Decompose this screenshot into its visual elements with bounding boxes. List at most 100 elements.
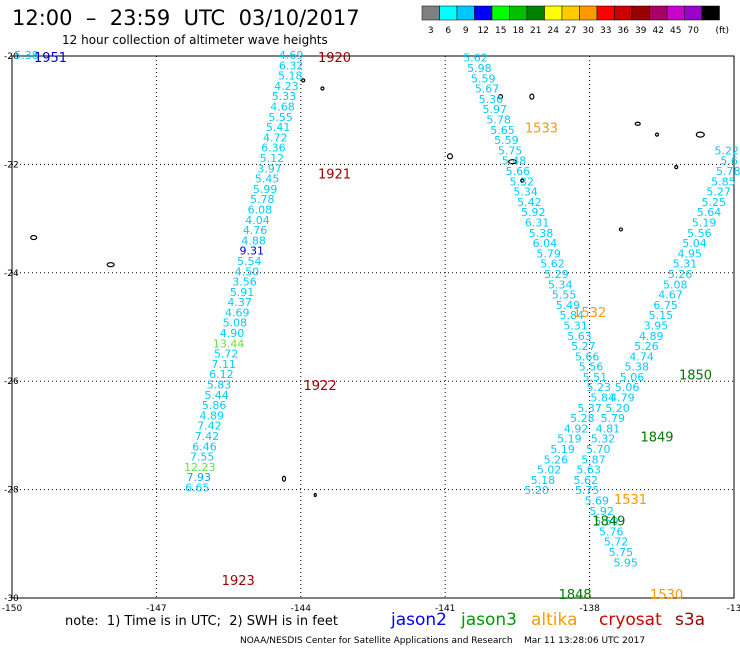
wave-height-value: 5.72	[214, 348, 239, 361]
wave-height-value: 4.89	[200, 409, 225, 422]
longitude-tick-label: -141	[435, 604, 455, 614]
wave-height-value: 5.38	[14, 49, 39, 62]
wave-height-value: 5.04	[682, 237, 707, 250]
wave-height-value: 5.62	[540, 258, 565, 271]
island-outline	[529, 93, 535, 100]
longitude-tick-label: -147	[146, 604, 166, 614]
pass-time-label: 1530	[650, 588, 683, 603]
altimeter-map-plot: -150 -147 -144 -141 -138 -13 -20 -22 -24 -26 -28 -3…	[2, 49, 740, 614]
longitude-tick-label: -13	[727, 604, 740, 614]
wave-height-colorbar: 3 6 9 12 15 18 21 24 27 30 33 36 39 42 45 70 (ft)	[421, 5, 730, 36]
colorbar-tick-label: 18	[513, 26, 525, 36]
longitude-tick-label: -144	[291, 604, 312, 614]
wave-height-value: 3.95	[644, 319, 669, 332]
wave-height-value: 5.70	[586, 443, 611, 456]
colorbar-tick-label: 9	[463, 26, 469, 36]
wave-height-value: 5.38	[625, 361, 650, 374]
wave-height-value: 6.12	[209, 368, 234, 381]
island-outline	[618, 227, 623, 232]
wave-height-value: 6.65	[185, 482, 210, 495]
colorbar-tick-label: 45	[670, 26, 681, 36]
wave-height-value: 5.97	[483, 103, 508, 116]
wave-height-value: 3.56	[232, 276, 257, 289]
wave-height-value: 4.88	[241, 234, 266, 247]
pass-time-label: 1850	[679, 368, 712, 383]
wave-height-value: 5.78	[250, 193, 275, 206]
wave-height-value: 7.11	[212, 358, 237, 371]
wave-height-value: 4.04	[245, 214, 270, 227]
colorbar-tick-label: 15	[495, 26, 506, 36]
wave-height-value: 5.75	[609, 546, 634, 559]
wave-height-value: 3.97	[257, 162, 282, 175]
wave-height-value: 5.44	[204, 389, 229, 402]
wave-height-value: 5.75	[575, 484, 600, 497]
wave-height-value: 6.46	[192, 440, 217, 453]
mission-label-altika: altika	[531, 610, 578, 630]
wave-height-value: 5.49	[556, 299, 581, 312]
island-outline	[281, 475, 287, 482]
island-outline	[654, 132, 660, 137]
wave-height-value: 4.76	[243, 224, 268, 237]
wave-height-value: 5.18	[531, 474, 556, 487]
pass-time-label: 1849	[640, 431, 673, 446]
wave-height-value: 5.32	[591, 433, 616, 446]
wave-height-value: 5.33	[272, 90, 297, 103]
colorbar-swatch	[701, 5, 720, 21]
wave-height-value: 5.31	[563, 319, 588, 332]
wave-height-value: 5.19	[557, 433, 582, 446]
mission-label-jason2: jason2	[391, 610, 447, 630]
longitude-tick-label: -150	[2, 604, 23, 614]
wave-height-value: 5.84	[560, 309, 585, 322]
wave-height-value: 5.45	[255, 173, 280, 186]
wave-height-value: 5.26	[544, 453, 569, 466]
latitude-tick-label: -26	[4, 377, 19, 387]
wave-height-value: 5.54	[237, 255, 262, 268]
wave-height-value: 5.66	[506, 165, 531, 178]
mission-label-s3a: s3a	[675, 610, 706, 630]
wave-height-value: 5.08	[223, 317, 248, 330]
wave-height-value: 6.75	[653, 299, 678, 312]
wave-height-value: 5.28	[570, 412, 595, 425]
wave-height-value: 5.18	[278, 70, 303, 83]
wave-height-value: 4.69	[225, 306, 250, 319]
wave-height-value: 5.20	[605, 402, 630, 415]
mission-label-cryosat: cryosat	[599, 610, 662, 630]
island-outline	[497, 94, 504, 100]
latitude-tick-label: -30	[4, 594, 19, 604]
wave-height-value: 4.68	[270, 100, 295, 113]
wave-height-value: 4.92	[564, 422, 589, 435]
wave-height-value: 4.72	[263, 131, 288, 144]
wave-height-value: 5.08	[663, 278, 688, 291]
wave-height-value: 4.74	[629, 350, 654, 363]
wave-height-value: 5.22	[715, 144, 740, 157]
colorbar-unit-label: (ft)	[716, 26, 730, 36]
colorbar-tick-label: 42	[653, 26, 664, 36]
wave-height-value: 4.81	[596, 422, 621, 435]
wave-height-value: 6.36	[261, 142, 286, 155]
island-outline	[301, 78, 306, 83]
wave-height-value: 4.89	[639, 330, 664, 343]
wave-height-value: 5.23	[586, 381, 611, 394]
wave-height-value: 5.55	[552, 289, 577, 302]
wave-height-value: 5.66	[575, 350, 600, 363]
wave-height-value: 5.06	[620, 371, 645, 384]
island-outline	[520, 178, 525, 183]
notes-row: note: 1) Time is in UTC; 2) SWH is in fe…	[65, 610, 735, 634]
wave-height-value: 5.19	[692, 216, 717, 229]
colorbar-tick-label: 36	[618, 26, 630, 36]
wave-height-value: 5.79	[536, 247, 561, 260]
longitude-tick-label: -138	[579, 604, 600, 614]
wave-height-value: 5.55	[268, 111, 293, 124]
pass-time-label: 1920	[318, 51, 351, 66]
wave-height-value: 5.06	[615, 381, 640, 394]
pass-time-label: 1923	[222, 574, 255, 589]
wave-height-value: 5.76	[599, 525, 624, 538]
wave-height-value: 5.79	[600, 412, 625, 425]
wave-height-value: 13.44	[213, 337, 245, 350]
wave-height-value: 5.26	[668, 268, 693, 281]
pass-time-label: 1532	[573, 306, 606, 321]
colorbar-tick-label: 30	[583, 26, 595, 36]
wave-height-value: 5.26	[634, 340, 659, 353]
colorbar-tick-label: 27	[565, 26, 576, 36]
pass-time-label: 1531	[614, 493, 647, 508]
